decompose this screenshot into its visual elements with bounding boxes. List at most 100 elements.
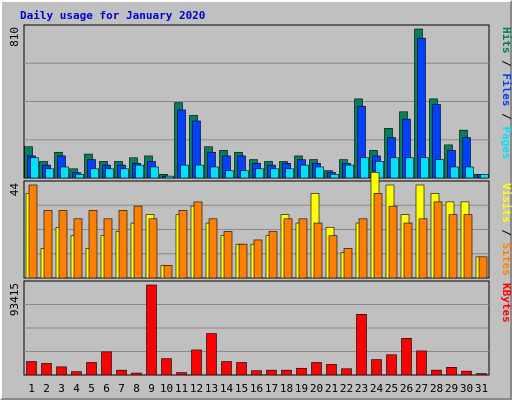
legend-item: Hits: [500, 27, 512, 54]
legend-panel-1: Hits / Files / Pages: [500, 27, 512, 160]
bar-sites-day-21: [328, 235, 338, 279]
bar-kbytes-day-8: [131, 372, 142, 376]
x-tick-label: 21: [325, 382, 338, 395]
bar-sites-day-14: [223, 231, 233, 279]
x-tick-label: 19: [295, 382, 308, 395]
bar-kbytes-day-27: [416, 350, 427, 376]
legend-item: /: [500, 54, 512, 74]
x-tick-label: 4: [73, 382, 80, 395]
legend-item: KBytes: [500, 283, 512, 323]
bar-kbytes-day-26: [401, 338, 412, 376]
x-tick-label: 9: [148, 382, 155, 395]
x-tick-label: 31: [475, 382, 488, 395]
bar-sites-day-8: [133, 205, 143, 279]
bar-pages-day-12: [195, 164, 204, 179]
bar-kbytes-day-5: [86, 362, 97, 376]
bar-sites-day-9: [148, 218, 158, 279]
bar-pages-day-2: [45, 168, 54, 179]
bar-sites-day-25: [388, 205, 398, 279]
x-tick-label: 14: [220, 382, 234, 395]
bar-pages-day-31: [480, 174, 489, 179]
bar-kbytes-day-11: [176, 372, 187, 376]
bar-pages-day-4: [75, 174, 84, 179]
bar-sites-day-28: [433, 201, 443, 279]
bar-kbytes-day-9: [146, 284, 157, 376]
legend-item: Sites: [500, 243, 512, 276]
bar-sites-day-11: [178, 210, 188, 279]
bar-kbytes-day-16: [251, 370, 262, 376]
bar-pages-day-26: [405, 157, 414, 179]
bar-sites-day-12: [193, 201, 203, 279]
bar-pages-day-22: [345, 164, 354, 179]
bar-kbytes-day-6: [101, 351, 112, 376]
bar-sites-day-27: [418, 218, 428, 279]
bar-kbytes-day-17: [266, 369, 277, 376]
bar-sites-day-22: [343, 248, 353, 279]
bar-kbytes-day-31: [476, 373, 487, 376]
bar-kbytes-day-21: [326, 364, 337, 376]
bar-pages-day-24: [375, 161, 384, 179]
y-max-label: 810: [8, 27, 21, 47]
bar-pages-day-23: [360, 157, 369, 179]
bar-sites-day-5: [88, 210, 98, 279]
bar-pages-day-28: [435, 159, 444, 179]
bar-kbytes-day-12: [191, 349, 202, 376]
x-tick-label: 18: [280, 382, 293, 395]
x-tick-label: 2: [43, 382, 50, 395]
bar-sites-day-6: [103, 218, 113, 279]
bar-sites-day-2: [43, 210, 53, 279]
bar-kbytes-day-22: [341, 368, 352, 376]
x-tick-label: 1: [28, 382, 35, 395]
bar-sites-day-17: [268, 231, 278, 279]
bar-pages-day-5: [90, 168, 99, 179]
x-tick-label: 6: [103, 382, 110, 395]
bar-kbytes-day-13: [206, 333, 217, 376]
x-tick-label: 17: [265, 382, 278, 395]
x-tick-label: 12: [190, 382, 203, 395]
x-tick-label: 23: [355, 382, 368, 395]
legend-item: /: [500, 107, 512, 127]
bar-kbytes-day-30: [461, 370, 472, 376]
bar-kbytes-day-2: [41, 363, 52, 376]
chart-panel-3: 93415 KBytes: [8, 280, 512, 376]
bar-pages-day-18: [285, 168, 294, 179]
bar-pages-day-9: [150, 166, 159, 179]
bar-sites-day-15: [238, 243, 248, 279]
legend-panel-3: KBytes: [500, 283, 512, 323]
bar-pages-day-29: [450, 166, 459, 179]
bar-kbytes-day-25: [386, 354, 397, 376]
bar-pages-day-19: [300, 164, 309, 179]
x-tick-label: 22: [340, 382, 353, 395]
bar-pages-day-7: [120, 168, 129, 179]
bar-sites-day-20: [313, 222, 323, 279]
bar-sites-day-1: [28, 184, 38, 279]
bar-pages-day-1: [30, 157, 39, 179]
bar-kbytes-day-24: [371, 359, 382, 376]
bar-kbytes-day-1: [26, 361, 37, 376]
x-axis-labels: 1 2 3 4 5 6 7 8 9 10 11 12 13 14 15 16 17 18 19 20 21 22 23 24 2…: [28, 382, 488, 395]
legend-item: Pages: [500, 126, 512, 159]
bar-kbytes-day-10: [161, 358, 172, 376]
chart-panel-2: 44 Visits / Sites: [8, 172, 512, 279]
bar-pages-day-30: [465, 166, 474, 179]
bar-sites-day-26: [403, 222, 413, 279]
bar-kbytes-day-4: [71, 371, 82, 376]
bar-kbytes-day-20: [311, 362, 322, 376]
x-tick-label: 5: [88, 382, 95, 395]
bar-sites-day-16: [253, 239, 263, 279]
bar-sites-day-24: [373, 193, 383, 279]
bar-sites-day-30: [463, 214, 473, 279]
x-tick-label: 28: [430, 382, 443, 395]
bar-sites-day-10: [163, 265, 173, 279]
bar-sites-day-29: [448, 214, 458, 279]
bar-kbytes-day-15: [236, 362, 247, 376]
x-tick-label: 26: [400, 382, 413, 395]
bar-pages-day-16: [255, 168, 264, 179]
bar-sites-day-7: [118, 210, 128, 279]
x-tick-label: 27: [415, 382, 428, 395]
y-max-label: 93415: [8, 283, 21, 316]
legend-panel-2: Visits / Sites: [500, 183, 512, 276]
bar-pages-day-10: [165, 175, 174, 179]
chart-title: Daily usage for January 2020: [20, 9, 205, 22]
